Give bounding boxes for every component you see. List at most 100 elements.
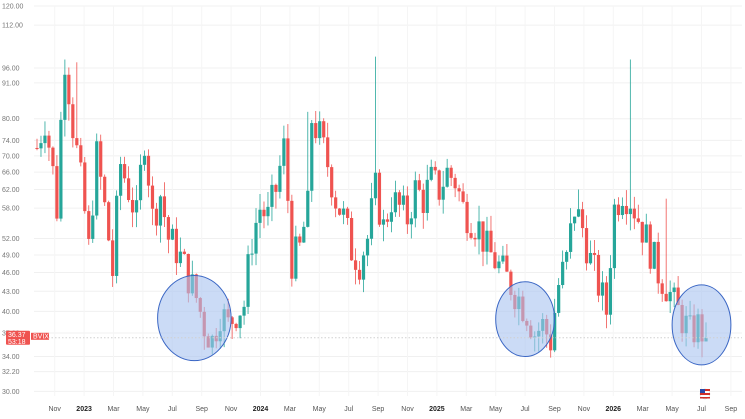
- candle-body: [107, 202, 111, 241]
- candle-body: [115, 195, 119, 276]
- candle-body: [103, 176, 107, 203]
- candle-body: [381, 219, 386, 225]
- candle-body: [409, 218, 413, 225]
- candle-body: [182, 251, 186, 254]
- candle-body: [373, 172, 378, 199]
- candle-body: [126, 178, 131, 200]
- candle-body: [640, 221, 644, 243]
- candle-body: [604, 282, 609, 315]
- candle-body: [429, 166, 433, 180]
- candle-body: [672, 287, 676, 293]
- candle-body: [150, 185, 155, 209]
- candle-body: [632, 208, 636, 219]
- candle-body: [405, 195, 409, 225]
- candle-body: [505, 255, 509, 272]
- candle-body: [270, 184, 274, 207]
- highlight-circle: [157, 275, 232, 362]
- candle-body: [465, 201, 469, 234]
- candle-body: [238, 315, 242, 329]
- candle-body: [656, 241, 660, 284]
- candle-body: [393, 192, 397, 213]
- x-tick-label: Jul: [168, 406, 177, 413]
- x-tick-label: May: [665, 406, 679, 413]
- candle-body: [59, 119, 63, 219]
- x-tick-label: 2023: [76, 406, 92, 413]
- x-tick-label: Nov: [225, 406, 238, 413]
- candle-body: [43, 135, 47, 144]
- candle-body: [596, 254, 601, 296]
- candle-body: [51, 147, 55, 167]
- candle-body: [278, 165, 282, 192]
- candle-body: [286, 138, 290, 201]
- y-tick-label: 58.00: [2, 206, 20, 213]
- y-tick-label: 96.00: [2, 66, 20, 73]
- x-tick-label: Sep: [195, 406, 208, 413]
- candle-body: [616, 204, 620, 216]
- candle-body: [608, 268, 613, 315]
- candle-body: [445, 167, 449, 187]
- candle-body: [644, 224, 648, 243]
- x-tick-label: Sep: [548, 406, 561, 413]
- candle-body: [306, 190, 310, 227]
- candle-body: [242, 306, 246, 316]
- candle-body: [377, 172, 382, 225]
- candle-body: [338, 208, 342, 215]
- candle-body: [349, 217, 354, 261]
- candle-body: [561, 261, 565, 286]
- candle-body: [365, 238, 370, 256]
- x-tick-label: May: [489, 406, 503, 413]
- candle-body: [346, 208, 350, 218]
- y-tick-label: 30.00: [2, 389, 20, 396]
- candle-body: [437, 170, 441, 200]
- candle-body: [79, 145, 83, 163]
- candle-body: [290, 200, 294, 279]
- y-tick-label: 62.00: [2, 187, 20, 194]
- x-tick-label: Jul: [697, 406, 706, 413]
- candle-body: [71, 104, 75, 139]
- candle-body: [294, 236, 298, 279]
- candle-body: [549, 334, 553, 351]
- candle-body: [357, 269, 362, 280]
- candle-body: [369, 198, 374, 239]
- candle-body: [620, 205, 624, 216]
- candle-body: [565, 251, 569, 262]
- candle-body: [87, 211, 91, 239]
- x-tick-label: Nov: [578, 406, 591, 413]
- candle-body: [134, 200, 139, 213]
- candle-body: [170, 228, 174, 240]
- candle-body: [493, 252, 497, 269]
- candle-body: [477, 221, 481, 240]
- candle-body: [624, 205, 628, 215]
- candle-body: [600, 282, 605, 296]
- candle-body: [612, 204, 617, 269]
- y-tick-label: 112.00: [2, 23, 23, 30]
- candle-body: [592, 252, 597, 255]
- candle-body: [130, 199, 135, 213]
- candle-body: [318, 121, 322, 139]
- candle-body: [588, 252, 593, 264]
- candle-body: [154, 208, 159, 226]
- x-tick-label: 2026: [606, 406, 622, 413]
- y-tick-label: 91.00: [2, 80, 20, 87]
- candle-body: [489, 230, 493, 253]
- candle-body: [142, 155, 147, 165]
- candle-body: [186, 253, 190, 294]
- y-tick-label: 52.00: [2, 236, 20, 243]
- candle-body: [322, 121, 326, 138]
- candle-body: [584, 228, 589, 264]
- candle-body: [676, 287, 680, 305]
- candle-body: [668, 292, 672, 302]
- candle-body: [425, 179, 429, 213]
- candle-body: [648, 224, 652, 269]
- us-flag-icon[interactable]: [699, 388, 711, 400]
- candle-body: [138, 164, 143, 201]
- candle-body: [258, 209, 262, 223]
- candle-body: [310, 123, 314, 191]
- candle-body: [282, 138, 286, 166]
- candle-body: [95, 141, 99, 216]
- highlight-circle: [671, 284, 732, 366]
- x-tick-label: Mar: [107, 406, 120, 413]
- x-tick-label: 2025: [429, 406, 445, 413]
